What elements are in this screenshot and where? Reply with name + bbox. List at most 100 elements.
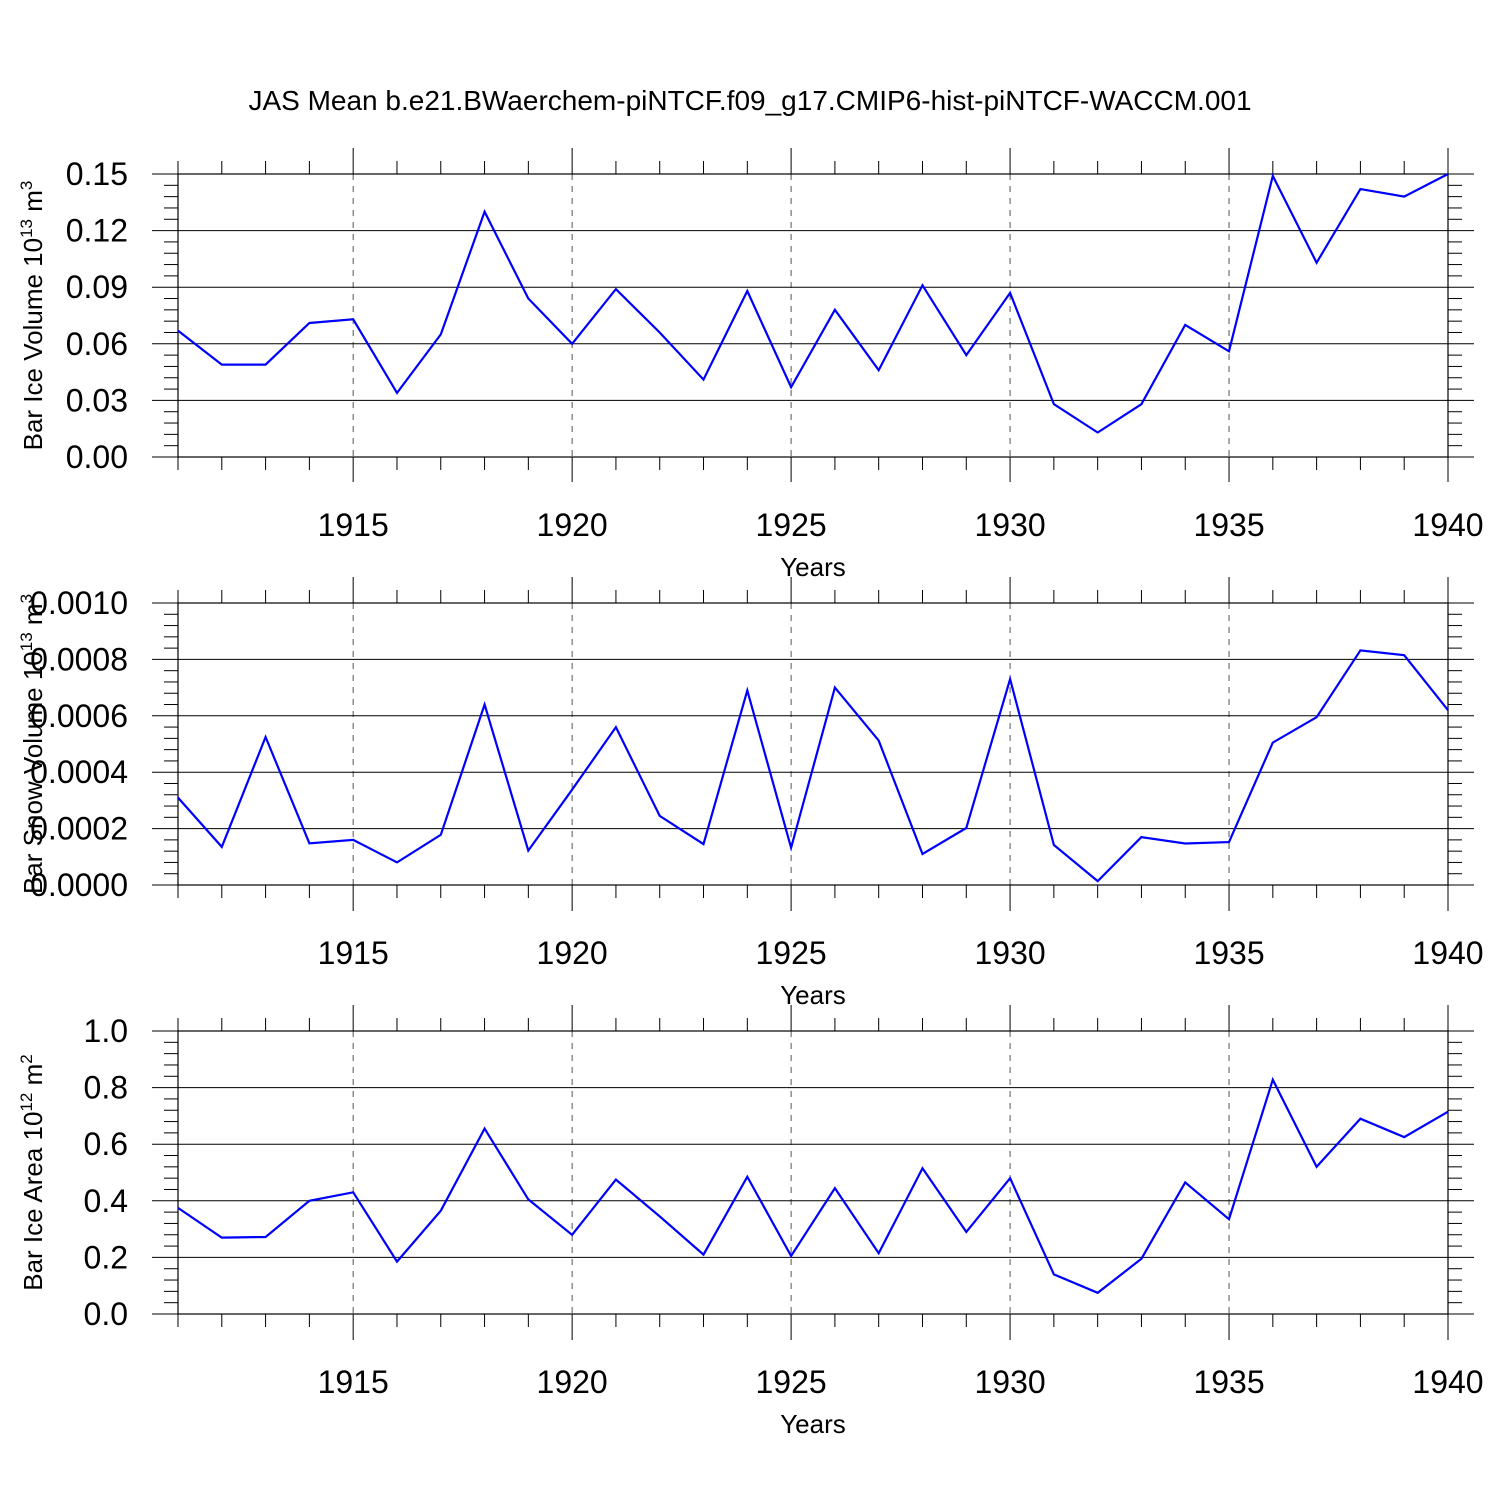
y-tick-label: 0.15 (66, 156, 128, 192)
data-point (834, 1187, 836, 1189)
y-tick-label: 0.0004 (30, 754, 128, 790)
x-tick-label: 1920 (537, 1364, 608, 1400)
x-tick-label: 1935 (1193, 1364, 1264, 1400)
data-point (1316, 1166, 1318, 1168)
data-point (1053, 844, 1055, 846)
data-point (1316, 262, 1318, 264)
x-tick-label: 1920 (537, 935, 608, 971)
y-tick-label: 0.00 (66, 439, 128, 475)
y-axis-label: Bar Ice Volume 1013 m3 (17, 181, 48, 451)
series-line (177, 649, 1449, 883)
panel-2: 0.0000 0.0002 0.0004 0.0006 0.0008 0.0010 1915… (17, 577, 1484, 1010)
data-point (571, 1234, 573, 1236)
data-point (1359, 649, 1361, 651)
data-point (221, 1237, 223, 1239)
x-tick-label: 1940 (1412, 935, 1483, 971)
x-tick-label: 1930 (974, 935, 1045, 971)
x-axis-label: Years (780, 980, 846, 1010)
data-point (1053, 403, 1055, 405)
plot-frame (177, 602, 1449, 886)
x-tick-label: 1930 (974, 507, 1045, 543)
data-point (615, 288, 617, 290)
x-tick-label: 1925 (756, 507, 827, 543)
data-point (527, 298, 529, 300)
data-point (834, 687, 836, 689)
data-point (615, 1179, 617, 1181)
y-tick-label: 0.03 (66, 382, 128, 418)
data-point (308, 322, 310, 324)
data-point (265, 1236, 267, 1238)
y-tick-label: 0.6 (84, 1126, 128, 1162)
data-point (1272, 742, 1274, 744)
x-tick-label: 1915 (318, 1364, 389, 1400)
data-point (1228, 1218, 1230, 1220)
y-tick-label: 0.0010 (30, 585, 128, 621)
data-point (1272, 1079, 1274, 1081)
data-point (265, 364, 267, 366)
panel-3: 0.0 0.2 0.4 0.6 0.8 1.0 1915 1920 1925 1930 1935 19… (17, 1005, 1484, 1439)
x-tick-label: 1930 (974, 1364, 1045, 1400)
data-point (659, 815, 661, 817)
data-point (352, 318, 354, 320)
data-point (1403, 1136, 1405, 1138)
data-point (484, 704, 486, 706)
data-point (790, 847, 792, 849)
data-point (703, 843, 705, 845)
data-point (878, 369, 880, 371)
data-point (177, 797, 179, 799)
y-tick-label: 0.0002 (30, 811, 128, 847)
data-point (1097, 431, 1099, 433)
plot-frame (177, 173, 1449, 458)
data-point (1140, 403, 1142, 405)
data-point (308, 842, 310, 844)
series-line (177, 1076, 1449, 1295)
data-point (221, 364, 223, 366)
data-point (396, 1261, 398, 1263)
data-point (1184, 324, 1186, 326)
data-point (1009, 1177, 1011, 1179)
data-point (615, 726, 617, 728)
data-point (1053, 1273, 1055, 1275)
data-point (1316, 716, 1318, 718)
data-point (965, 1231, 967, 1233)
x-tick-label: 1915 (318, 507, 389, 543)
data-point (571, 343, 573, 345)
data-point (1272, 175, 1274, 177)
y-tick-label: 0.0000 (30, 867, 128, 903)
x-tick-label: 1935 (1193, 935, 1264, 971)
data-point (1228, 350, 1230, 352)
x-tick-label: 1940 (1412, 1364, 1483, 1400)
x-tick-label: 1915 (318, 935, 389, 971)
data-point (265, 736, 267, 738)
data-point (1228, 841, 1230, 843)
data-point (1359, 188, 1361, 190)
data-point (308, 1200, 310, 1202)
data-point (659, 1215, 661, 1217)
data-point (1097, 1292, 1099, 1294)
y-tick-label: 0.09 (66, 269, 128, 305)
data-point (921, 1167, 923, 1169)
data-point (878, 740, 880, 742)
data-point (177, 330, 179, 332)
plot-frame (177, 1030, 1449, 1315)
y-axis-label: Bar Snow Volume 1013 m3 (17, 594, 48, 894)
data-point (703, 379, 705, 381)
data-point (790, 1255, 792, 1257)
y-tick-label: 0.12 (66, 213, 128, 249)
y-tick-label: 0.2 (84, 1239, 128, 1275)
data-point (965, 354, 967, 356)
data-point (527, 850, 529, 852)
x-axis-label: Years (780, 552, 846, 582)
x-tick-label: 1920 (537, 507, 608, 543)
data-point (1097, 880, 1099, 882)
data-point (1403, 654, 1405, 656)
y-tick-label: 0.0008 (30, 641, 128, 677)
y-tick-label: 0.06 (66, 326, 128, 362)
data-point (746, 1176, 748, 1178)
data-point (484, 211, 486, 213)
data-point (1447, 173, 1449, 175)
x-axis-label: Years (780, 1409, 846, 1439)
data-point (790, 386, 792, 388)
data-point (965, 827, 967, 829)
y-tick-label: 0.4 (84, 1183, 128, 1219)
